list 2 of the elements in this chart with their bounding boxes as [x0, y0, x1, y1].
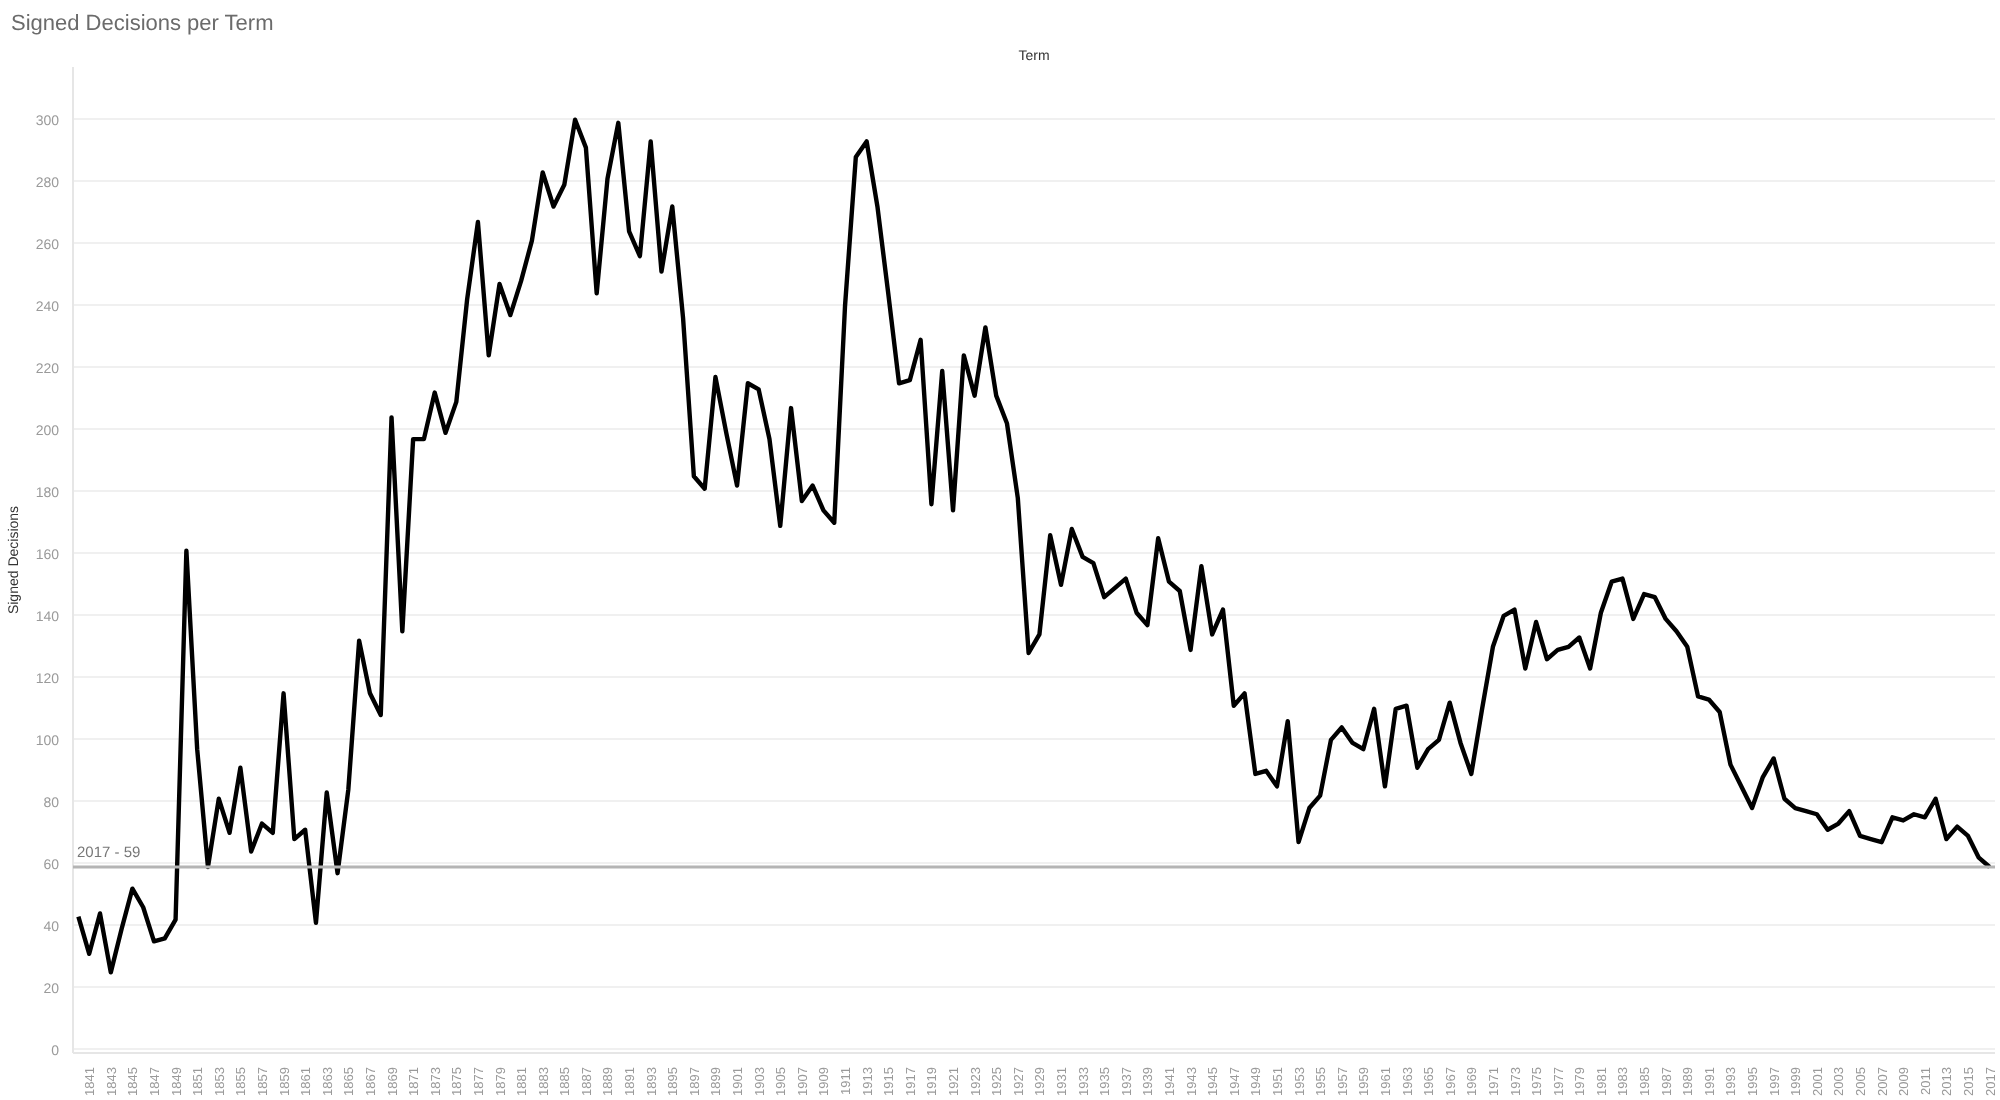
line-series: [76, 117, 1992, 975]
chart-title: Signed Decisions per Term: [11, 12, 274, 36]
